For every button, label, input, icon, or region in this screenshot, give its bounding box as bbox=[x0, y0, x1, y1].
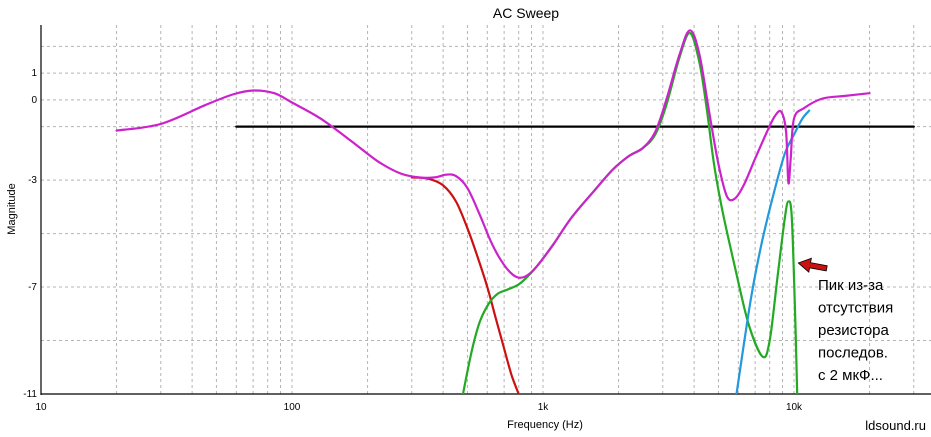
y-tick-label: -7 bbox=[28, 282, 37, 293]
annotation-text-line: последов. bbox=[818, 345, 888, 362]
series-line-3 bbox=[461, 31, 799, 394]
y-axis-label: Magnitude bbox=[6, 183, 18, 234]
series-line-2 bbox=[410, 176, 520, 394]
y-tick-label: -11 bbox=[23, 389, 37, 400]
watermark-text: ldsound.ru bbox=[865, 418, 926, 433]
annotation-arrow bbox=[797, 257, 828, 273]
x-tick-label: 10 bbox=[35, 402, 47, 413]
y-tick-label: 1 bbox=[31, 68, 37, 79]
annotation-text-line: с 2 мкФ... bbox=[818, 367, 883, 384]
series-line-4 bbox=[735, 109, 811, 394]
chart-title: AC Sweep bbox=[493, 5, 559, 21]
series-lines bbox=[115, 29, 915, 394]
x-tick-label: 100 bbox=[284, 402, 301, 413]
y-tick-label: 0 bbox=[31, 95, 37, 106]
annotation-text-line: Пик из-за bbox=[818, 277, 884, 294]
x-tick-label: 10k bbox=[786, 402, 803, 413]
series-line-5 bbox=[115, 29, 871, 279]
axes bbox=[40, 25, 931, 395]
y-tick-label: -3 bbox=[28, 175, 37, 186]
annotation-text-line: отсутствия bbox=[818, 300, 893, 317]
annotation: Пик из-за отсутствия резистора последов. с 2… bbox=[797, 257, 893, 384]
annotation-text-line: резистора bbox=[818, 322, 889, 339]
x-tick-labels: 10 100 1k 10k bbox=[35, 402, 803, 413]
grid bbox=[41, 25, 931, 394]
x-axis-label: Frequency (Hz) bbox=[507, 419, 583, 431]
y-tick-labels: 1 0 -3 -7 -11 bbox=[23, 68, 37, 400]
x-tick-label: 1k bbox=[538, 402, 550, 413]
